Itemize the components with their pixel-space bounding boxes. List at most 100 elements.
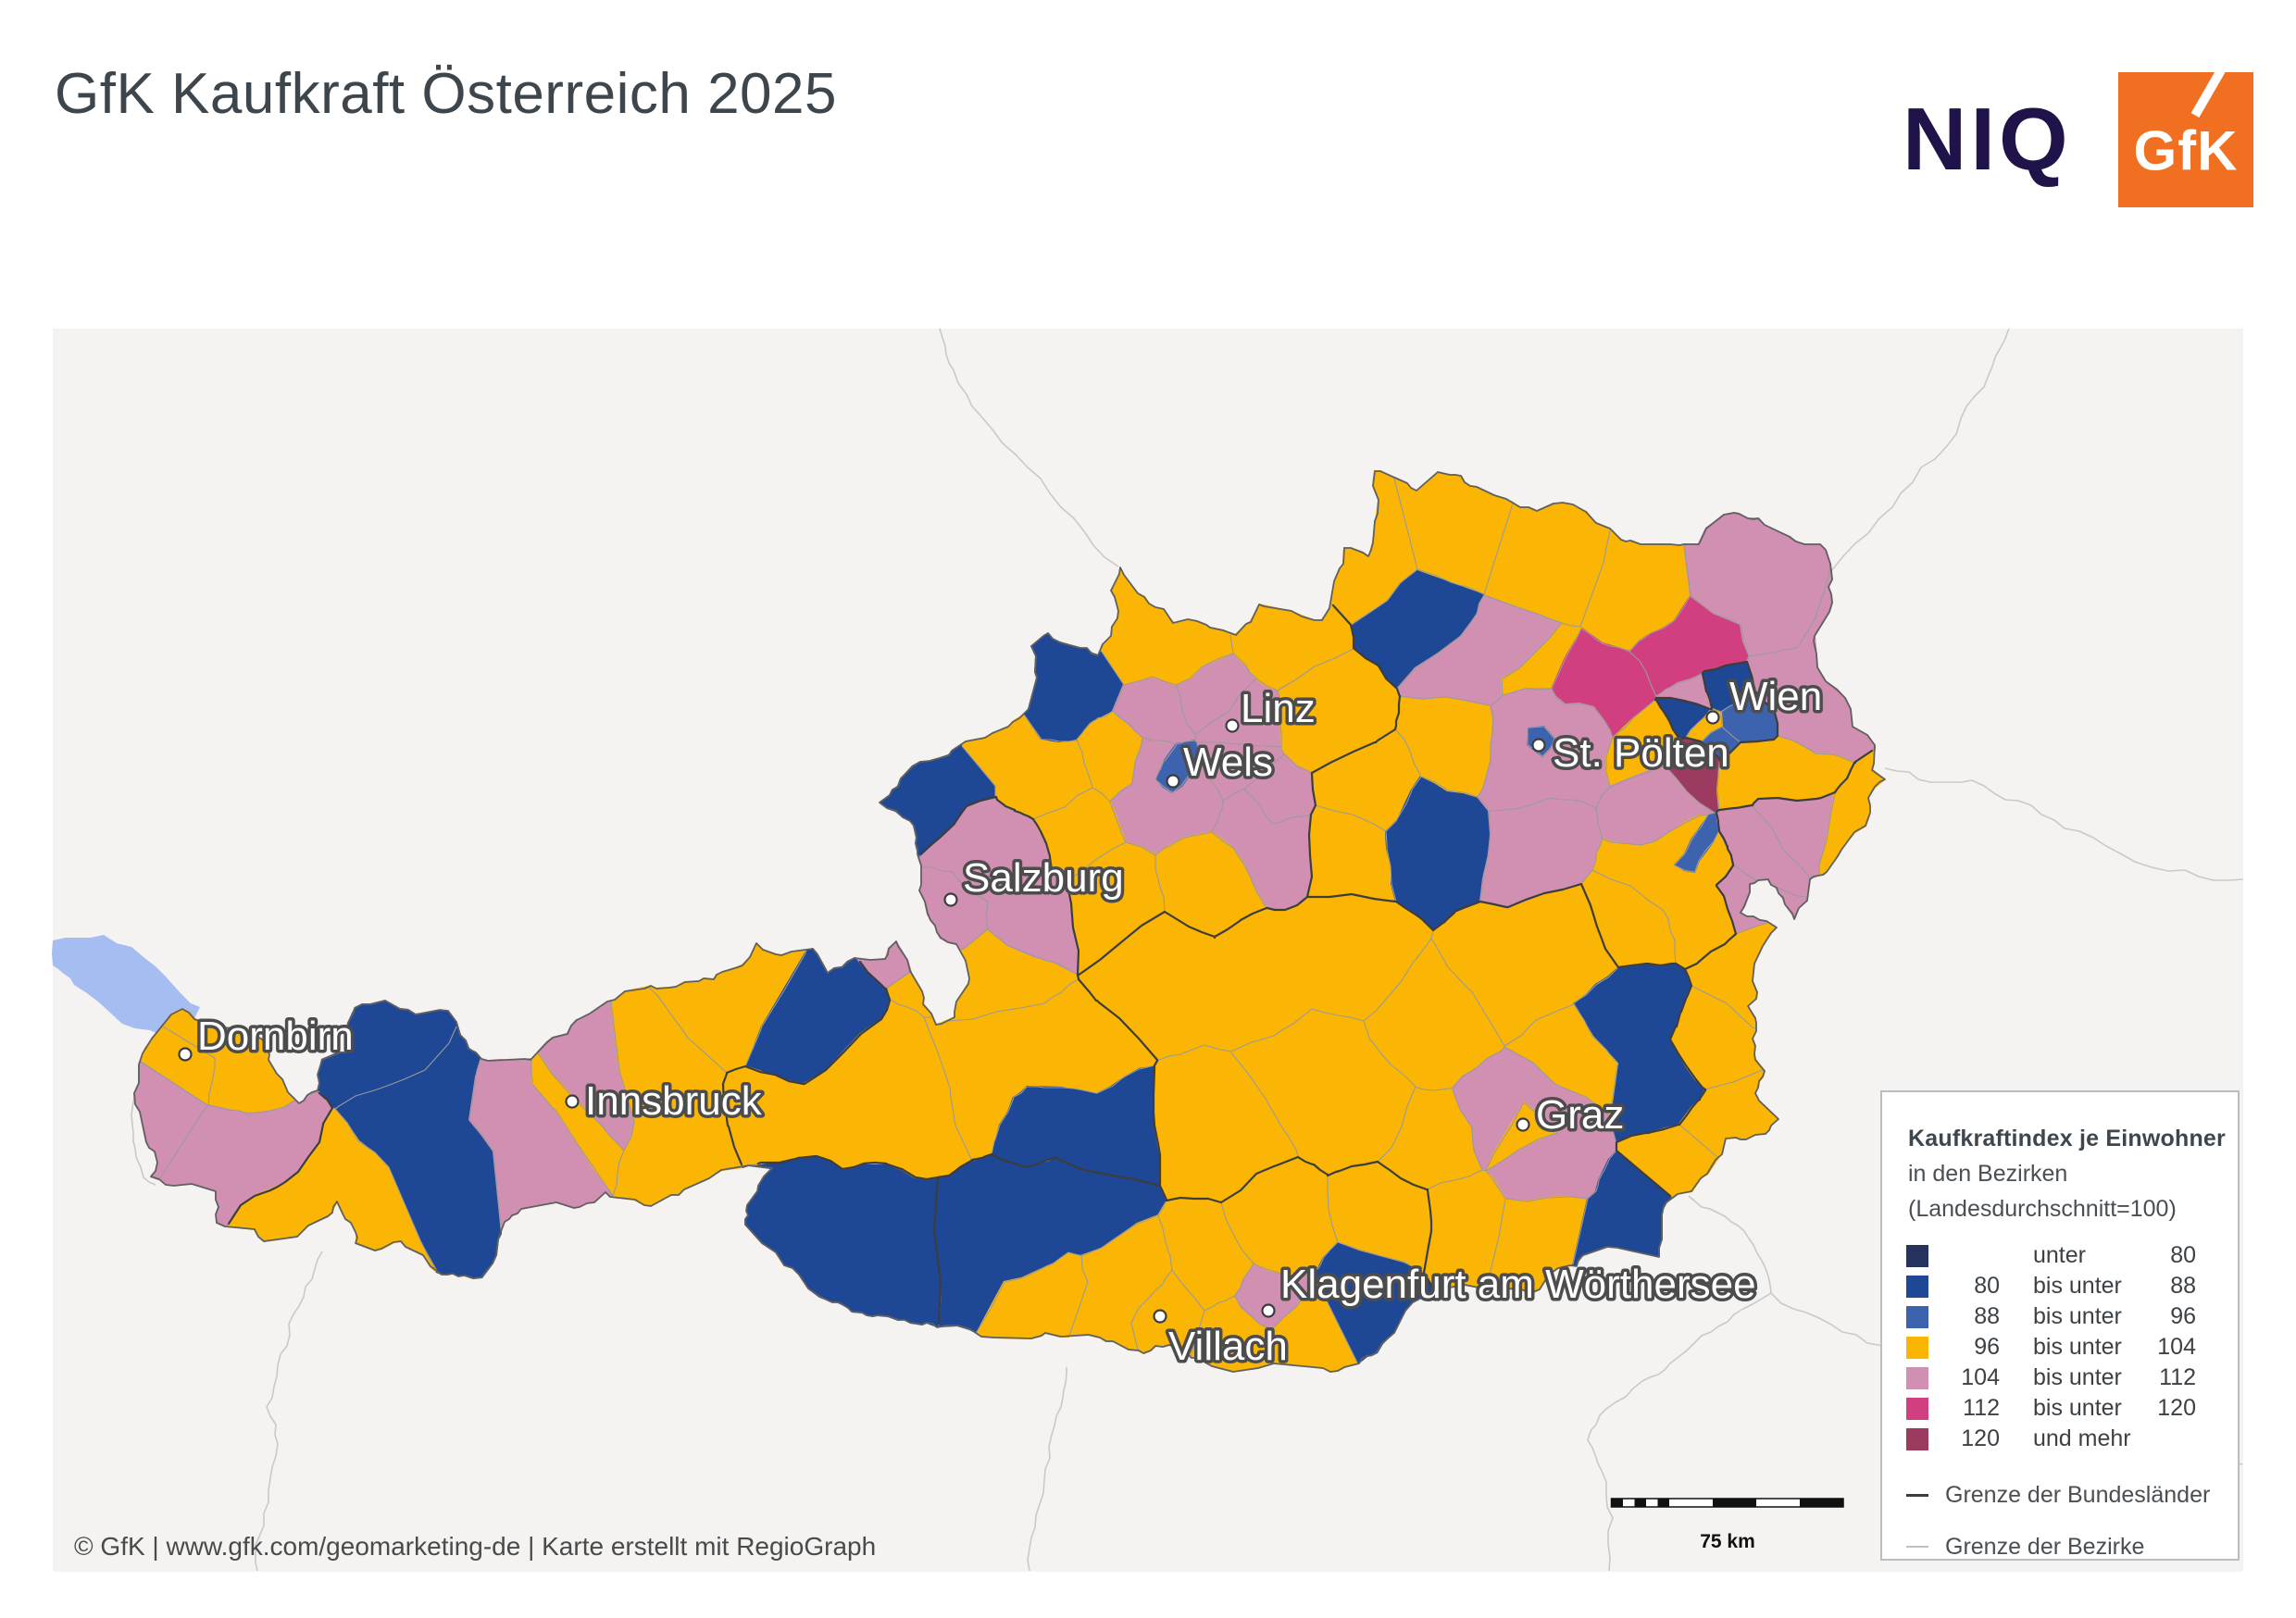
district bbox=[1655, 673, 1713, 710]
district bbox=[1077, 711, 1143, 802]
scale-segment bbox=[1657, 1499, 1669, 1507]
district bbox=[1752, 791, 1836, 879]
bezirke-line-sample bbox=[1906, 1546, 1928, 1548]
district bbox=[1685, 916, 1796, 1029]
city-label: Wien bbox=[1729, 674, 1822, 719]
district bbox=[1234, 1263, 1315, 1330]
district bbox=[742, 1155, 942, 1327]
district bbox=[1629, 594, 1750, 697]
legend-swatch bbox=[1906, 1427, 1928, 1450]
scale-segment bbox=[1713, 1499, 1756, 1507]
district bbox=[530, 1052, 624, 1196]
district bbox=[1244, 753, 1316, 825]
district bbox=[133, 1061, 208, 1180]
legend-line-label: Grenze der Bundesländer bbox=[1945, 1481, 2211, 1508]
district bbox=[976, 1252, 1089, 1339]
district bbox=[1328, 1161, 1432, 1273]
legend-row: 96 bis unter 104 bbox=[1906, 1332, 2238, 1363]
scale-segment bbox=[1800, 1499, 1843, 1507]
district bbox=[1377, 1086, 1482, 1190]
scale-bar bbox=[1610, 1498, 1844, 1508]
legend-row: 88 bis unter 96 bbox=[1906, 1301, 2238, 1332]
legend-from: 88 bbox=[1974, 1303, 2000, 1329]
district bbox=[162, 1008, 318, 1114]
district bbox=[1351, 568, 1485, 690]
district bbox=[1573, 963, 1706, 1142]
district bbox=[1746, 564, 1876, 763]
legend-mid: und mehr bbox=[2033, 1425, 2131, 1451]
legend-swatch bbox=[1906, 1275, 1928, 1298]
country-outline bbox=[133, 470, 1886, 1373]
city-dot bbox=[1705, 710, 1720, 725]
district bbox=[1154, 1044, 1298, 1202]
city-dot bbox=[1261, 1303, 1276, 1318]
scale-segment bbox=[1646, 1499, 1658, 1507]
legend-swatch bbox=[1906, 1336, 1928, 1359]
district bbox=[1818, 749, 1886, 876]
district bbox=[1068, 1214, 1173, 1351]
district bbox=[1197, 741, 1285, 802]
state-borders bbox=[227, 604, 1874, 1326]
legend-to: 104 bbox=[2157, 1334, 2196, 1360]
district bbox=[1663, 738, 1721, 813]
legend-swatch bbox=[1906, 1397, 1928, 1420]
district bbox=[961, 714, 1092, 820]
district bbox=[1572, 1150, 1673, 1266]
district bbox=[923, 978, 1158, 1161]
district bbox=[318, 1000, 458, 1110]
district bbox=[1483, 502, 1611, 627]
scale-label: 75 km bbox=[1700, 1531, 1755, 1552]
district bbox=[1229, 603, 1354, 691]
legend-subtitle1: in den Bezirken bbox=[1908, 1161, 2068, 1187]
legend: Kaufkraftindex je Einwohner in den Bezir… bbox=[1880, 1090, 2240, 1561]
neighbor-border-line bbox=[939, 328, 1119, 567]
legend-mid: bis unter bbox=[2033, 1273, 2122, 1299]
district bbox=[158, 1091, 332, 1227]
legend-row: 104 bis unter 112 bbox=[1906, 1363, 2238, 1393]
districts-layer bbox=[133, 470, 1886, 1373]
district bbox=[1716, 805, 1811, 898]
district bbox=[610, 986, 742, 1206]
district bbox=[722, 999, 972, 1180]
city-dot bbox=[1225, 718, 1240, 733]
district bbox=[1501, 623, 1582, 696]
legend-from: 120 bbox=[1961, 1425, 2000, 1451]
district bbox=[1477, 688, 1613, 811]
district bbox=[1393, 471, 1514, 594]
legend-mid: bis unter bbox=[2033, 1334, 2122, 1360]
scale-segment bbox=[1623, 1499, 1635, 1507]
district bbox=[1669, 985, 1765, 1090]
district bbox=[1066, 841, 1166, 977]
district bbox=[1551, 628, 1657, 739]
neighbor-border-line bbox=[1884, 767, 2244, 881]
neighbor-border-line bbox=[1688, 1195, 1772, 1294]
legend-mid: unter bbox=[2033, 1242, 2086, 1268]
page-title: GfK Kaufkraft Österreich 2025 bbox=[55, 62, 837, 126]
district bbox=[880, 744, 996, 858]
gfk-logo: GfK bbox=[2118, 68, 2253, 207]
legend-from: 80 bbox=[1974, 1273, 2000, 1299]
district bbox=[1330, 470, 1418, 626]
city-dot bbox=[1153, 1309, 1167, 1324]
legend-line-label: Grenze der Bezirke bbox=[1945, 1533, 2145, 1560]
legend-title: Kaufkraftindex je Einwohner bbox=[1908, 1126, 2226, 1151]
legend-line-row: Grenze der Bundesländer bbox=[1906, 1469, 2238, 1521]
neighbor-border-line bbox=[131, 1089, 156, 1186]
city-dot bbox=[943, 892, 958, 907]
city-label: Wels bbox=[1183, 740, 1273, 785]
legend-mid: bis unter bbox=[2033, 1395, 2122, 1421]
legend-row: 112 bis unter 120 bbox=[1906, 1393, 2238, 1424]
city-dot bbox=[1516, 1117, 1530, 1132]
legend-swatch bbox=[1906, 1305, 1928, 1328]
bundeslaender-line-sample bbox=[1906, 1493, 1928, 1497]
district bbox=[1616, 1124, 1719, 1199]
city-label: Graz bbox=[1536, 1092, 1624, 1138]
district bbox=[1110, 737, 1224, 855]
district bbox=[1485, 1101, 1558, 1172]
city-label: Dornbirn bbox=[197, 1014, 354, 1059]
legend-row: unter 80 bbox=[1906, 1240, 2238, 1271]
scale-segment bbox=[1756, 1499, 1800, 1507]
district bbox=[745, 948, 891, 1085]
district bbox=[1194, 678, 1282, 748]
district bbox=[1452, 1046, 1617, 1202]
